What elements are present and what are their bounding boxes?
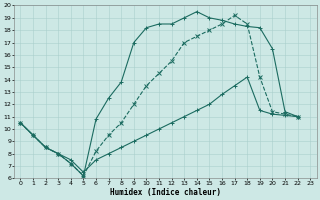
X-axis label: Humidex (Indice chaleur): Humidex (Indice chaleur) (110, 188, 221, 197)
